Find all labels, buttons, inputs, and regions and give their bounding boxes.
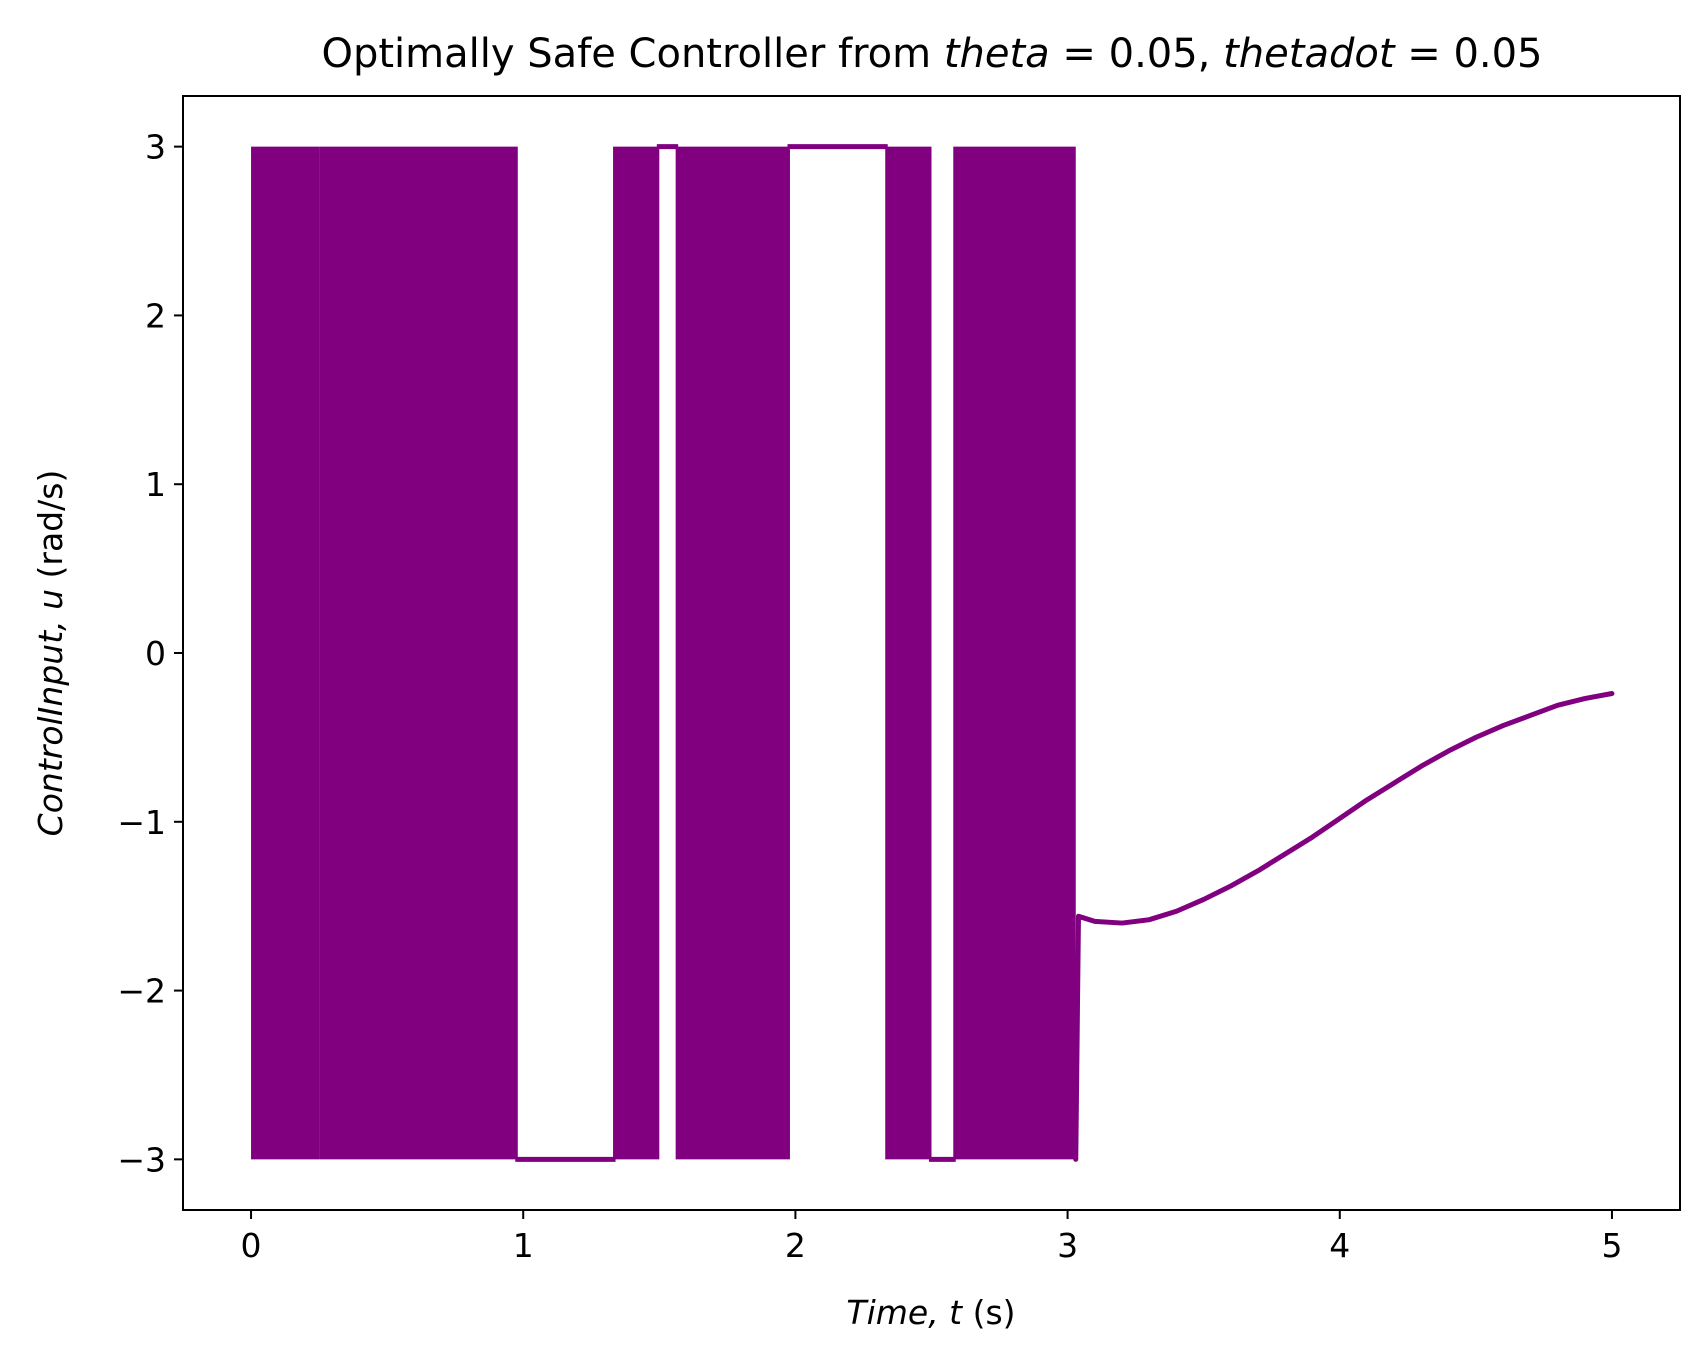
y-tick-label: −3 xyxy=(117,1140,166,1179)
x-tick-label: 5 xyxy=(1601,1226,1622,1265)
series-switching-band xyxy=(319,146,518,1160)
y-tick-label: 1 xyxy=(145,465,166,504)
series-control-input xyxy=(251,144,1615,1162)
y-tick-label: 3 xyxy=(145,128,166,167)
y-tick-label: −2 xyxy=(117,972,166,1011)
series-switching-band xyxy=(613,146,660,1160)
chart-title: Optimally Safe Controller from theta = 0… xyxy=(321,31,1542,77)
x-axis-label-var: Time, t xyxy=(846,1293,963,1332)
x-axis-label: Time, t (s) xyxy=(846,1293,1015,1332)
y-tick-label: 0 xyxy=(145,634,166,673)
y-axis-label-unit: (rad/s) xyxy=(31,470,70,589)
series-switching-band xyxy=(675,146,790,1160)
x-tick-label: 1 xyxy=(513,1226,534,1265)
y-tick-label: 2 xyxy=(145,296,166,335)
chart-title-var-thetadot: thetadot xyxy=(1223,31,1396,77)
x-tick-label: 0 xyxy=(241,1226,262,1265)
series-switching-band xyxy=(885,146,932,1160)
y-axis-label-var: ControlInput, u xyxy=(31,589,70,836)
y-axis-label: ControlInput, u (rad/s) xyxy=(31,470,70,837)
chart-title-text: Optimally Safe Controller from xyxy=(321,31,943,77)
series-switching-band xyxy=(251,146,320,1160)
x-axis-label-unit: (s) xyxy=(962,1293,1015,1332)
x-tick-label: 3 xyxy=(1057,1226,1078,1265)
chart-title-eq-thetadot: = 0.05 xyxy=(1395,31,1543,77)
chart-title-eq-theta: = 0.05, xyxy=(1050,31,1223,77)
series-line-smooth xyxy=(1073,691,1615,1162)
y-tick-label: −1 xyxy=(117,803,166,842)
x-tick-label: 4 xyxy=(1329,1226,1350,1265)
chart-title-var-theta: theta xyxy=(944,31,1050,77)
series-switching-band xyxy=(953,146,1076,1160)
x-tick-label: 2 xyxy=(785,1226,806,1265)
y-axis: −3 −2 −1 0 1 2 3 xyxy=(117,128,183,1179)
x-axis: 0 1 2 3 4 5 xyxy=(241,1210,1622,1265)
